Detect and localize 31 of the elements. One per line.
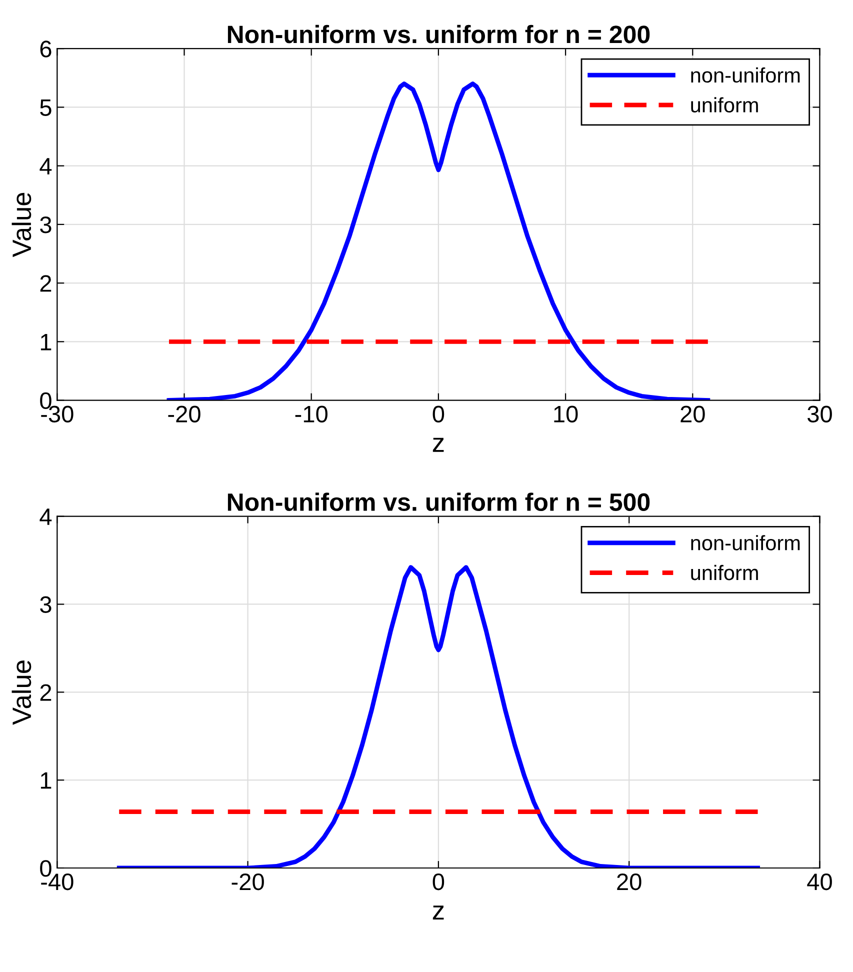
x-axis-title: z xyxy=(432,906,444,920)
y-axis-title: Value xyxy=(12,660,32,725)
chart-title: Non-uniform vs. uniform for n = 500 xyxy=(228,492,650,512)
legend-label: uniform xyxy=(691,97,758,112)
x-tick-label: -20 xyxy=(168,406,200,422)
y-tick-label: 2 xyxy=(40,275,52,292)
y-tick-label: 1 xyxy=(40,334,52,350)
x-tick-label: 0 xyxy=(432,873,444,890)
y-axis-title: Value xyxy=(12,192,32,258)
legend-label: non-uniform xyxy=(691,535,800,550)
x-tick-label: -10 xyxy=(295,406,328,422)
y-tick-label: 4 xyxy=(40,508,52,525)
x-axis-title: z xyxy=(432,438,444,452)
x-tick-label: 0 xyxy=(432,406,444,422)
legend-label: non-uniform xyxy=(691,67,800,83)
x-tick-label: 20 xyxy=(617,873,642,890)
y-tick-label: 3 xyxy=(40,216,52,234)
x-tick-label: 30 xyxy=(808,406,832,422)
y-tick-label: 4 xyxy=(40,158,52,174)
chart-title: Non-uniform vs. uniform for n = 200 xyxy=(228,24,650,44)
legend-label: uniform xyxy=(691,564,758,580)
x-tick-label: 20 xyxy=(680,406,705,422)
line-series xyxy=(116,565,760,868)
y-tick-label: 1 xyxy=(40,772,52,789)
y-tick-label: 6 xyxy=(40,40,52,58)
y-tick-label: 3 xyxy=(40,596,52,614)
y-tick-label: 5 xyxy=(40,100,52,116)
x-tick-label: 10 xyxy=(554,406,578,422)
x-tick-label: -20 xyxy=(232,873,264,890)
x-tick-label: 40 xyxy=(807,873,832,890)
y-tick-label: 2 xyxy=(40,684,52,701)
